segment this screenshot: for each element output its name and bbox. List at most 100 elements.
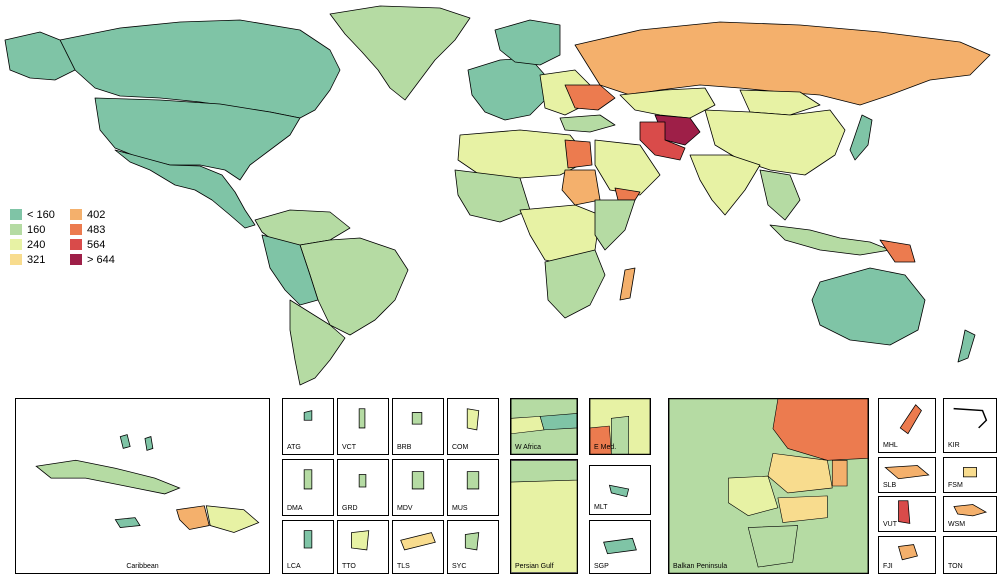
inset-label: E Med. [594, 444, 617, 451]
island-jamaica[interactable] [114, 517, 141, 528]
inset-w-africa[interactable]: W Africa [510, 398, 578, 455]
region-andes[interactable] [261, 234, 319, 306]
inset-label: W Africa [515, 444, 542, 451]
vut-map [898, 500, 911, 524]
region-greenland[interactable] [329, 5, 471, 101]
region-scandinavia[interactable] [494, 19, 561, 66]
inset-lca[interactable]: LCA [282, 520, 334, 574]
island-bahamas[interactable] [119, 434, 131, 449]
slb-map [884, 465, 930, 480]
inset-label: SGP [594, 563, 609, 570]
region-india[interactable] [689, 154, 761, 216]
inset-atg[interactable]: ATG [282, 398, 334, 455]
region-bulgaria-inset[interactable] [777, 495, 828, 523]
region-japan[interactable] [849, 114, 873, 161]
inset-label: MDV [397, 505, 413, 512]
inset-dma[interactable]: DMA [282, 459, 334, 516]
persian-gulf-map [511, 460, 577, 573]
region-romania-inset[interactable] [767, 453, 833, 494]
region-new-zealand[interactable] [957, 329, 976, 363]
inset-kir[interactable]: KIR [943, 398, 997, 453]
legend-item: 240 [10, 238, 70, 251]
inset-label: VCT [342, 444, 356, 451]
region-kazakhstan[interactable] [619, 87, 716, 119]
legend-swatch [10, 224, 22, 235]
region-east-africa[interactable] [594, 199, 636, 251]
region-mexico[interactable] [114, 149, 256, 229]
region-moldova-inset[interactable] [831, 459, 848, 487]
region-southeast-asia[interactable] [759, 169, 801, 221]
legend-swatch [10, 239, 22, 250]
island-dominican-republic[interactable] [205, 505, 260, 533]
inset-sgp[interactable]: SGP [589, 520, 651, 574]
inset-slb[interactable]: SLB [878, 457, 936, 493]
region-mongolia[interactable] [739, 89, 821, 116]
legend-label: < 160 [27, 208, 55, 221]
inset-brb[interactable]: BRB [392, 398, 444, 455]
inset-fsm[interactable]: FSM [943, 457, 997, 493]
legend-item: > 644 [70, 253, 130, 266]
region-turkey[interactable] [559, 114, 616, 133]
region-western-europe[interactable] [467, 57, 546, 121]
legend-item: 402 [70, 208, 130, 221]
legend-label: 564 [87, 238, 106, 251]
region-canada[interactable] [59, 19, 341, 119]
wsm-map [953, 504, 988, 517]
region-southern-africa[interactable] [544, 249, 606, 319]
region-indonesia[interactable] [769, 224, 891, 256]
inset-mhl[interactable]: MHL [878, 398, 936, 453]
inset-syc[interactable]: SYC [447, 520, 499, 574]
balkan-map [669, 399, 868, 573]
island-haiti[interactable] [176, 505, 210, 530]
legend-swatch [70, 209, 82, 220]
region-egypt[interactable] [564, 139, 593, 169]
inset-vct[interactable]: VCT [337, 398, 389, 455]
region-west-africa[interactable] [454, 169, 531, 223]
inset-fji[interactable]: FJI [878, 536, 936, 574]
inset-caribbean[interactable]: Caribbean [15, 398, 270, 574]
region-afghanistan-iran[interactable] [639, 121, 686, 161]
inset-ton[interactable]: TON [943, 536, 997, 574]
inset-com[interactable]: COM [447, 398, 499, 455]
inset-vut[interactable]: VUT [878, 496, 936, 532]
inset-tto[interactable]: TTO [337, 520, 389, 574]
legend-swatch [70, 239, 82, 250]
inset-wsm[interactable]: WSM [943, 496, 997, 532]
w-africa-map [511, 399, 577, 454]
region-greece-inset[interactable] [747, 525, 799, 568]
region-australia[interactable] [811, 267, 926, 346]
region-madagascar[interactable] [619, 267, 636, 301]
region-southern-cone[interactable] [289, 299, 346, 386]
inset-label: COM [452, 444, 469, 451]
inset-grd[interactable]: GRD [337, 459, 389, 516]
inset-label: Caribbean [126, 563, 159, 570]
inset-label: SLB [883, 482, 897, 489]
inset-e-med[interactable]: E Med. [589, 398, 651, 455]
region-alaska[interactable] [4, 31, 76, 81]
legend-label: 160 [27, 223, 46, 236]
region-arabian-peninsula[interactable] [594, 139, 661, 196]
region-papua-new-guinea[interactable] [879, 239, 916, 263]
inset-mlt[interactable]: MLT [589, 465, 651, 515]
grd-map [358, 474, 367, 488]
legend-item: 564 [70, 238, 130, 251]
island-bahamas-2[interactable] [144, 436, 154, 451]
inset-label: MLT [594, 504, 608, 511]
dma-map [303, 469, 313, 490]
inset-label: TON [948, 563, 963, 570]
region-ukraine[interactable] [564, 84, 616, 111]
inset-balkan-peninsula[interactable]: Balkan Peninsula [668, 398, 869, 574]
tto-map [351, 530, 370, 551]
inset-mus[interactable]: MUS [447, 459, 499, 516]
region-sudan[interactable] [561, 169, 601, 206]
kir-map [953, 407, 988, 429]
region-russia[interactable] [574, 21, 991, 106]
region-north-africa[interactable] [457, 129, 591, 179]
legend-swatch [70, 224, 82, 235]
inset-mdv[interactable]: MDV [392, 459, 444, 516]
inset-persian-gulf[interactable]: Persian Gulf [510, 459, 578, 574]
island-cuba[interactable] [35, 459, 181, 495]
region-serbia-inset[interactable] [728, 475, 779, 516]
inset-label: BRB [397, 444, 412, 451]
inset-tls[interactable]: TLS [392, 520, 444, 574]
